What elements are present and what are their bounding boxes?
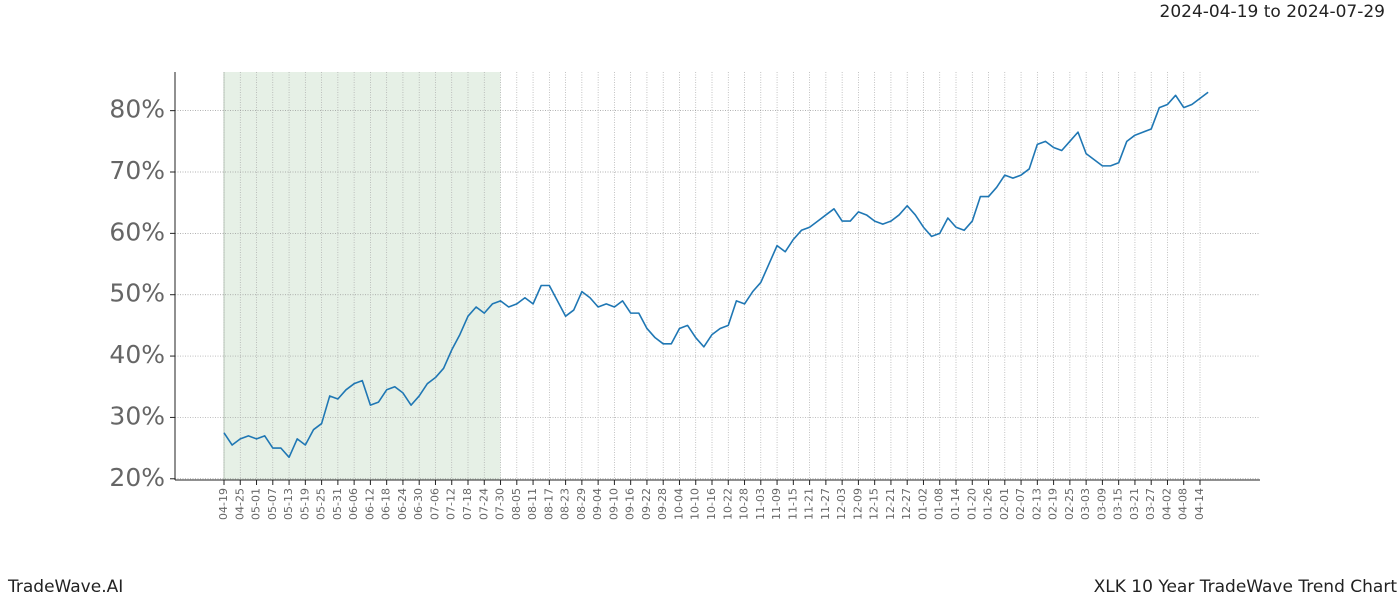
x-tick-label: 12-21 — [884, 488, 897, 520]
x-tick-label: 06-24 — [396, 488, 409, 520]
y-tick-label: 20% — [109, 463, 165, 492]
x-tick-label: 11-27 — [819, 488, 832, 520]
x-tick-label: 02-25 — [1063, 488, 1076, 520]
highlight-region — [224, 72, 501, 480]
x-tick-label: 09-28 — [656, 488, 669, 520]
x-tick-label: 11-03 — [754, 488, 767, 520]
x-tick-label: 10-22 — [721, 488, 734, 520]
x-tick-label: 02-13 — [1030, 488, 1043, 520]
x-tick-label: 03-27 — [1144, 488, 1157, 520]
x-tick-label: 01-02 — [916, 488, 929, 520]
x-tick-label: 02-19 — [1047, 488, 1060, 520]
x-tick-label: 08-11 — [526, 488, 539, 520]
x-tick-label: 11-15 — [786, 488, 799, 520]
x-tick-label: 05-07 — [266, 488, 279, 520]
x-tick-label: 03-15 — [1112, 488, 1125, 520]
x-tick-label: 07-24 — [477, 488, 490, 520]
chart-title: 2024-04-19 to 2024-07-29 — [1160, 2, 1385, 22]
x-tick-label: 01-14 — [949, 488, 962, 520]
footer-left: TradeWave.AI — [7, 577, 123, 597]
x-tick-label: 09-22 — [640, 488, 653, 520]
x-tick-label: 08-23 — [559, 488, 572, 520]
x-tick-label: 07-06 — [428, 488, 441, 520]
x-tick-label: 05-01 — [250, 488, 263, 520]
x-tick-label: 10-28 — [738, 488, 751, 520]
x-tick-label: 03-21 — [1128, 488, 1141, 520]
x-tick-label: 09-16 — [624, 488, 637, 520]
x-tick-label: 09-04 — [591, 488, 604, 520]
x-tick-label: 02-07 — [1014, 488, 1027, 520]
x-tick-label: 10-04 — [672, 488, 685, 520]
x-tick-label: 12-03 — [835, 488, 848, 520]
x-tick-label: 07-18 — [461, 488, 474, 520]
x-tick-label: 04-08 — [1177, 488, 1190, 520]
x-tick-label: 10-16 — [705, 488, 718, 520]
x-tick-label: 05-25 — [315, 488, 328, 520]
y-tick-label: 30% — [109, 401, 165, 430]
x-tick-label: 03-03 — [1079, 488, 1092, 520]
x-tick-label: 01-20 — [965, 488, 978, 520]
y-tick-label: 70% — [109, 156, 165, 185]
trend-line — [223, 91, 1209, 459]
footer-right: XLK 10 Year TradeWave Trend Chart — [1094, 577, 1398, 597]
x-tick-label: 06-12 — [363, 488, 376, 520]
x-tick-label: 07-30 — [494, 488, 507, 520]
x-tick-label: 02-01 — [998, 488, 1011, 520]
y-tick-label: 80% — [109, 95, 165, 124]
x-tick-label: 04-19 — [217, 488, 230, 520]
x-tick-label: 05-31 — [331, 488, 344, 520]
x-tick-label: 01-08 — [933, 488, 946, 520]
x-tick-label: 10-10 — [689, 488, 702, 520]
y-tick-label: 50% — [109, 279, 165, 308]
x-tick-label: 08-05 — [510, 488, 523, 520]
x-tick-label: 11-09 — [770, 488, 783, 520]
x-tick-label: 11-21 — [803, 488, 816, 520]
x-tick-label: 06-06 — [347, 488, 360, 520]
x-tick-label: 12-09 — [851, 488, 864, 520]
y-tick-label: 40% — [109, 340, 165, 369]
x-tick-label: 05-19 — [298, 488, 311, 520]
x-tick-label: 05-13 — [282, 488, 295, 520]
x-tick-label: 08-29 — [575, 488, 588, 520]
x-tick-label: 04-14 — [1193, 488, 1206, 520]
x-tick-label: 08-17 — [542, 488, 555, 520]
y-tick-label: 60% — [109, 217, 165, 246]
x-tick-label: 06-30 — [412, 488, 425, 520]
x-tick-label: 07-12 — [445, 488, 458, 520]
x-tick-label: 01-26 — [982, 488, 995, 520]
x-tick-label: 12-15 — [868, 488, 881, 520]
x-tick-label: 03-09 — [1095, 488, 1108, 520]
x-tick-label: 12-27 — [900, 488, 913, 520]
x-tick-label: 04-25 — [233, 488, 246, 520]
x-tick-label: 09-10 — [607, 488, 620, 520]
x-tick-label: 06-18 — [380, 488, 393, 520]
x-tick-label: 04-02 — [1160, 488, 1173, 520]
